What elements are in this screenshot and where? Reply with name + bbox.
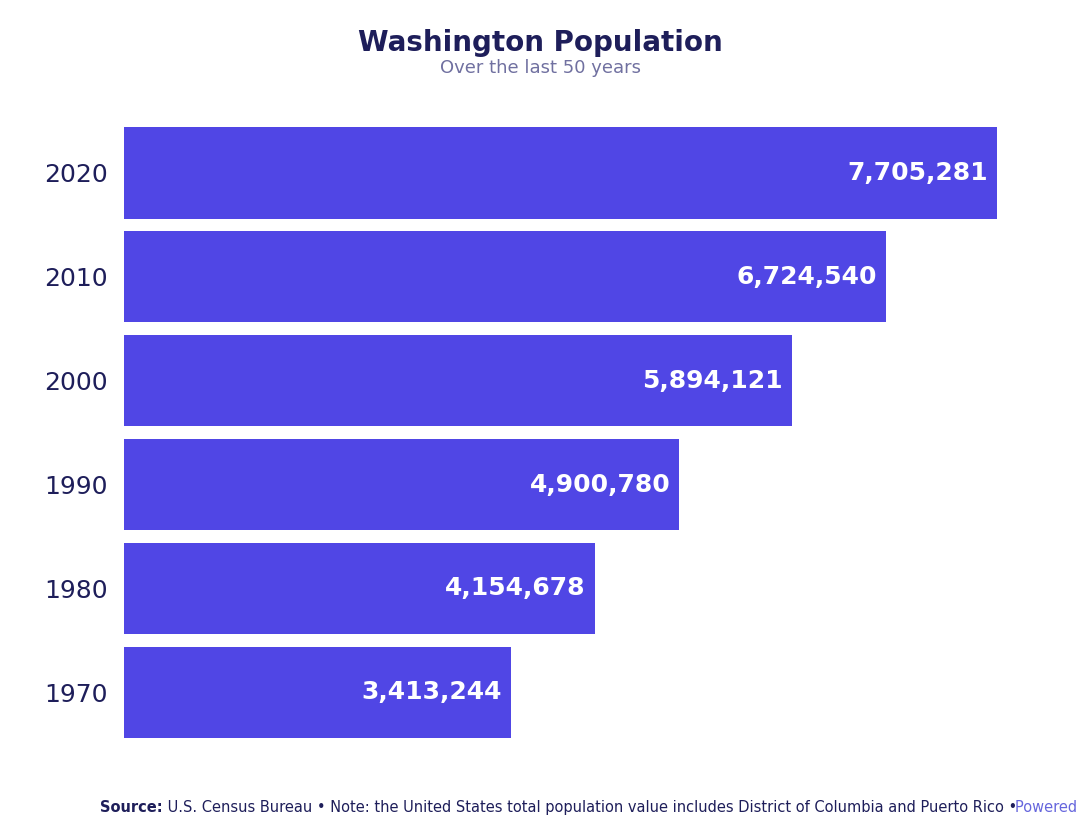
- Text: Washington Population: Washington Population: [357, 29, 723, 57]
- Text: 4,900,780: 4,900,780: [529, 473, 671, 496]
- Bar: [124, 335, 792, 427]
- Bar: [124, 543, 595, 634]
- Text: Source:: Source:: [100, 800, 163, 815]
- Text: Over the last 50 years: Over the last 50 years: [440, 59, 640, 76]
- Text: 4,154,678: 4,154,678: [445, 576, 585, 601]
- Bar: [124, 231, 886, 323]
- Text: 5,894,121: 5,894,121: [643, 369, 783, 392]
- Bar: [124, 647, 511, 738]
- Text: 3,413,244: 3,413,244: [361, 680, 502, 705]
- Text: 6,724,540: 6,724,540: [737, 265, 877, 289]
- Bar: [124, 438, 679, 530]
- Text: Powered by HiGeorge: Powered by HiGeorge: [1015, 800, 1080, 815]
- Bar: [124, 127, 997, 218]
- Text: U.S. Census Bureau • Note: the United States total population value includes Dis: U.S. Census Bureau • Note: the United St…: [163, 800, 1022, 815]
- Text: 7,705,281: 7,705,281: [848, 160, 988, 185]
